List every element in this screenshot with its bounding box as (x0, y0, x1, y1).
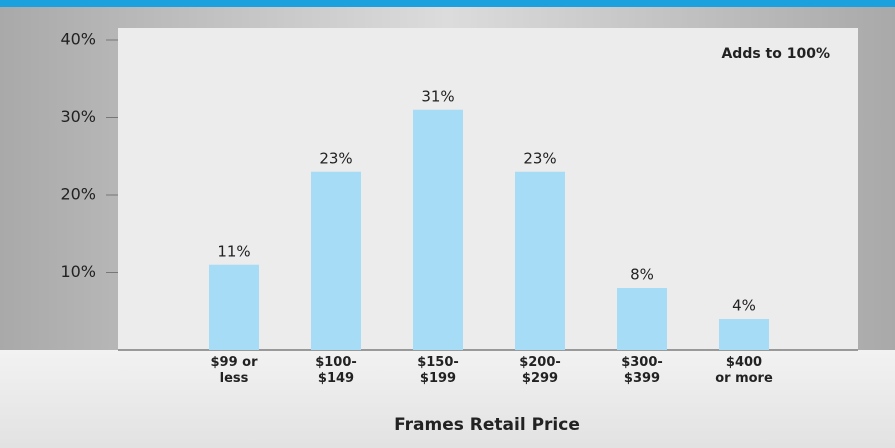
y-tick-label: 30% (60, 107, 96, 126)
x-tick-line: $199 (420, 371, 456, 386)
value-label: 4% (732, 297, 756, 315)
x-tick-line: $299 (522, 371, 558, 386)
x-tick-label: $100-$149 (315, 355, 357, 386)
annotation: Adds to 100% (721, 46, 830, 62)
bar (311, 171, 361, 350)
value-label: 11% (217, 242, 250, 260)
x-axis-title: Frames Retail Price (394, 415, 580, 435)
x-tick-line: $399 (624, 371, 660, 386)
x-tick-line: $300- (621, 355, 663, 370)
lower-panel (0, 350, 895, 448)
bar (617, 288, 667, 350)
bar (719, 319, 769, 350)
x-tick-line: $150- (417, 355, 459, 370)
y-tick-label: 10% (60, 262, 96, 281)
header-strip (0, 0, 895, 7)
x-tick-label: $150-$199 (417, 355, 459, 386)
bar (515, 171, 565, 350)
y-tick-label: 40% (60, 30, 96, 49)
value-label: 8% (630, 266, 654, 284)
x-tick-label: $300-$399 (621, 355, 663, 386)
y-tick-label: 20% (60, 185, 96, 204)
x-tick-line: less (220, 371, 249, 386)
bar (209, 264, 259, 350)
x-tick-line: $149 (318, 371, 354, 386)
x-tick-line: $200- (519, 355, 561, 370)
value-label: 23% (523, 149, 556, 167)
x-tick-line: $400 (726, 355, 762, 370)
value-label: 31% (421, 87, 454, 105)
value-label: 23% (319, 149, 352, 167)
x-tick-label: $400 or more (715, 355, 773, 386)
x-tick-line: or more (715, 371, 773, 386)
x-tick-label: $99 or less (210, 355, 258, 386)
x-tick-line: $99 or (210, 355, 258, 370)
x-tick-line: $100- (315, 355, 357, 370)
x-tick-label: $200-$299 (519, 355, 561, 386)
bar (413, 109, 463, 350)
